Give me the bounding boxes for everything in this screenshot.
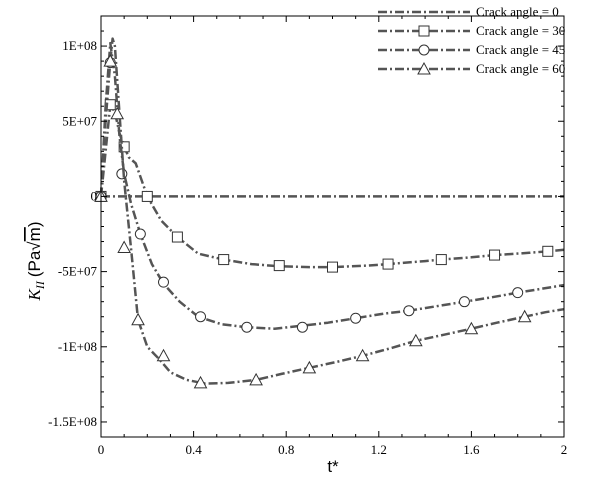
legend-item: Crack angle = 0 [378, 4, 559, 19]
series-marker-square [218, 254, 230, 266]
y-axis-title: KII (Pa√m) [25, 222, 47, 302]
y-tick-label: -1.5E+08 [48, 414, 97, 429]
plot-frame [100, 15, 565, 438]
series-marker-square [273, 260, 285, 272]
series-line [99, 103, 565, 269]
legend-label: Crack angle = 0 [476, 4, 559, 19]
y-axis-title-unit: (Pa [25, 250, 44, 277]
series-marker-square [171, 231, 183, 243]
x-tick-label: 2 [561, 442, 568, 457]
y-axis-title-unit-root: m [25, 227, 44, 241]
series-marker-triangle [103, 54, 118, 67]
series-marker-triangle [355, 348, 370, 362]
y-tick-label: -1E+08 [58, 339, 97, 354]
series-marker-circle [296, 321, 308, 333]
series-marker-circle [116, 168, 128, 180]
series-marker-square [435, 254, 447, 266]
series-marker-triangle [110, 106, 125, 120]
series-marker-triangle [193, 375, 208, 389]
sqrt-symbol: √ [25, 241, 44, 251]
series-marker-circle [403, 305, 415, 317]
series-marker-triangle [408, 333, 423, 347]
x-tick-label: 1.6 [463, 442, 480, 457]
y-tick-label: 5E+07 [62, 113, 97, 128]
x-tick-label: 0.4 [185, 442, 202, 457]
series-marker-circle [241, 321, 253, 333]
y-axis-title-symbol: K [25, 288, 44, 302]
series-1 [95, 99, 565, 273]
series-line [99, 41, 565, 330]
legend: Crack angle = 0 Crack angle = 30 Crack ang… [378, 4, 565, 76]
series-marker-square [542, 245, 554, 257]
series-marker-triangle [249, 372, 263, 386]
series-marker-circle [195, 311, 207, 323]
legend-item: Crack angle = 45 [378, 42, 565, 57]
series-marker-square [327, 261, 338, 273]
y-tick-label: -5E+07 [58, 264, 98, 279]
x-tick-label: 0 [98, 442, 105, 457]
legend-item: Crack angle = 30 [378, 23, 565, 38]
series-group [94, 37, 565, 389]
series-marker-square [382, 258, 394, 270]
series-marker-triangle [517, 309, 532, 323]
series-marker-square [141, 190, 153, 202]
y-tick-label: 0 [91, 188, 98, 203]
series-marker-square [118, 141, 130, 153]
legend-label: Crack angle = 60 [476, 61, 565, 76]
legend-swatch-marker [417, 61, 431, 75]
series-marker-square [489, 249, 501, 261]
legend-label: Crack angle = 30 [476, 23, 565, 38]
legend-label: Crack angle = 45 [476, 42, 565, 57]
series-marker-circle [134, 228, 146, 240]
legend-swatch-marker [418, 44, 430, 56]
series-line [99, 37, 565, 385]
series-marker-triangle [302, 360, 317, 374]
y-tick-label: 1E+08 [62, 38, 97, 53]
series-marker-triangle [131, 312, 145, 326]
series-marker-triangle [156, 348, 171, 362]
series-marker-circle [512, 287, 524, 299]
series-3 [94, 37, 565, 389]
y-axis-title-unit-close: ) [25, 222, 44, 228]
series-2 [95, 41, 565, 333]
axes: 0 0.4 0.8 1.2 1.6 2 1E+08 5E+07 0 -5E+07 -1E+08 -1.… [48, 15, 568, 457]
y-axis-title-subscript: II [33, 280, 47, 290]
series-marker-triangle [117, 240, 131, 254]
series-marker-circle [350, 312, 362, 324]
series-marker-triangle [464, 321, 479, 335]
legend-item: Crack angle = 60 [378, 61, 565, 76]
x-tick-label: 1.2 [371, 442, 387, 457]
series-marker-circle [458, 296, 470, 308]
series-marker-circle [158, 276, 170, 288]
x-tick-label: 0.8 [278, 442, 294, 457]
legend-swatch-marker [418, 25, 430, 37]
x-axis-title: t* [327, 457, 339, 476]
svg-text:KII(Pa√m): KII (Pa√m) [25, 222, 47, 302]
